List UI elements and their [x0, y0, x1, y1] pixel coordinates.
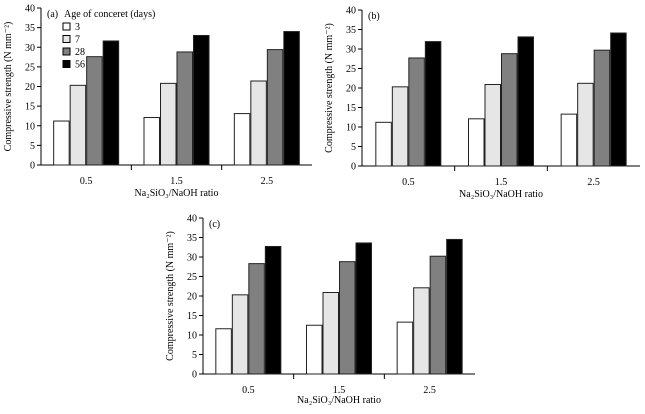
panel-label: (c) [209, 219, 220, 230]
y-tick-label: 5 [30, 141, 35, 152]
x-tick-label: 2.5 [423, 385, 436, 396]
legend-entry: 7 [75, 35, 80, 46]
y-tick-label: 10 [25, 121, 35, 132]
y-tick-label: 35 [187, 233, 197, 244]
panel-b: 0 5 10 15 20 25 30 35 40 0.5 1.5 2.5 Na₂SiO₃/NaOH ra… [324, 6, 640, 200]
x-tick-label: 0.5 [80, 176, 93, 187]
y-tick-label: 5 [192, 350, 197, 361]
y-tick-label: 40 [187, 214, 197, 225]
bar-2.5-series-1 [577, 82, 594, 167]
y-tick-label: 0 [351, 162, 356, 173]
y-axis-label: Compressive strength (N mm⁻²) [165, 231, 176, 361]
bar-1.5-series-3 [355, 242, 372, 375]
legend-entry: 56 [75, 60, 85, 71]
y-axis-label: Compressive strength (N mm⁻²) [324, 23, 335, 153]
bar-1.5-series-3 [193, 34, 210, 166]
x-axis-label: Na₂SiO₃/NaOH ratio [135, 188, 219, 199]
bar-2.5-series-2 [429, 255, 447, 375]
bar-0.5-series-3 [424, 41, 442, 167]
bar-1.5-series-0 [306, 324, 323, 375]
bar-2.5-series-2 [593, 49, 611, 167]
bar-1.5-series-1 [322, 291, 339, 375]
y-tick-label: 25 [346, 64, 356, 75]
x-axis-label: Na₂SiO₃/NaOH ratio [459, 189, 543, 200]
y-tick-label: 0 [30, 161, 35, 172]
legend: Age of conceret (days) 3 728 56 [62, 9, 155, 71]
x-tick-label: 2.5 [261, 176, 274, 187]
legend-title: Age of conceret (days) [64, 9, 155, 20]
y-tick-label: 30 [187, 253, 197, 264]
x-tick-label: 0.5 [242, 385, 255, 396]
bar-2.5-series-0 [233, 113, 251, 166]
panel-c: 0 5 10 15 20 25 30 35 40 0.5 1.5 2.5 Na₂SiO₃/NaOH ra… [165, 214, 475, 406]
bar-2.5-series-0 [560, 113, 578, 167]
bar-1.5-series-0 [468, 118, 485, 167]
y-tick-label: 30 [25, 43, 35, 54]
bar-2.5-series-1 [250, 80, 267, 166]
legend-entry: 3 [75, 22, 80, 33]
bar-0.5-series-1 [391, 86, 409, 167]
y-tick-label: 25 [187, 272, 197, 283]
bar-2.5-series-2 [266, 49, 284, 166]
bar-0.5-series-0 [215, 328, 232, 375]
bar-2.5-series-0 [396, 321, 414, 375]
bar-1.5-series-0 [143, 117, 160, 166]
y-tick-label: 10 [187, 331, 197, 342]
y-tick-label: 15 [25, 102, 35, 113]
panel-a: 0 5 10 15 20 25 30 35 40 0.5 1.5 2.5 Na₂SiO₃/NaOH ra… [3, 4, 312, 199]
bar-0.5-series-2 [248, 263, 265, 375]
bar-2.5-series-1 [413, 287, 430, 375]
y-tick-label: 20 [346, 84, 356, 95]
bar-0.5-series-3 [264, 245, 282, 375]
legend-swatch-56 [62, 60, 71, 68]
bar-2.5-series-3 [610, 32, 627, 167]
y-tick-label: 20 [187, 292, 197, 303]
x-tick-label: 1.5 [170, 176, 183, 187]
legend-swatch-3 [62, 22, 71, 31]
bar-0.5-series-2 [86, 56, 103, 166]
bar-0.5-series-0 [375, 121, 392, 167]
y-tick-label: 20 [25, 82, 35, 93]
panel-label: (a) [47, 9, 58, 20]
y-tick-label: 0 [192, 370, 197, 381]
y-tick-label: 15 [187, 311, 197, 322]
y-tick-label: 10 [346, 123, 356, 134]
bar-0.5-series-2 [408, 57, 425, 167]
x-axis-label: Na₂SiO₃/NaOH ratio [297, 395, 381, 406]
y-axis-label: Compressive strength (N mm⁻²) [3, 22, 14, 152]
panel-label: (b) [368, 11, 380, 22]
bar-1.5-series-2 [176, 51, 193, 166]
legend-swatch-28 [62, 47, 71, 56]
bar-0.5-series-3 [102, 40, 120, 166]
y-tick-label: 30 [346, 45, 356, 56]
legend-entry: 28 [75, 47, 85, 58]
y-tick-label: 15 [346, 103, 356, 114]
x-tick-label: 0.5 [402, 177, 415, 188]
bar-2.5-series-3 [283, 31, 300, 166]
x-tick-label: 2.5 [587, 177, 600, 188]
y-tick-label: 40 [346, 6, 356, 17]
bar-0.5-series-1 [69, 84, 87, 166]
y-tick-label: 40 [25, 4, 35, 15]
bar-0.5-series-0 [53, 120, 70, 166]
bar-1.5-series-1 [484, 83, 501, 167]
bar-1.5-series-1 [160, 82, 177, 166]
y-tick-label: 25 [25, 62, 35, 73]
legend-swatch-7 [62, 35, 71, 43]
y-tick-label: 5 [351, 142, 356, 153]
x-tick-label: 1.5 [495, 177, 508, 188]
bar-0.5-series-1 [231, 294, 249, 375]
x-tick-label: 1.5 [333, 385, 346, 396]
y-tick-label: 35 [25, 23, 35, 34]
bar-2.5-series-3 [446, 238, 463, 375]
bar-1.5-series-2 [501, 53, 518, 167]
bar-1.5-series-3 [517, 36, 534, 167]
y-tick-label: 35 [346, 25, 356, 36]
bar-1.5-series-2 [339, 261, 356, 375]
